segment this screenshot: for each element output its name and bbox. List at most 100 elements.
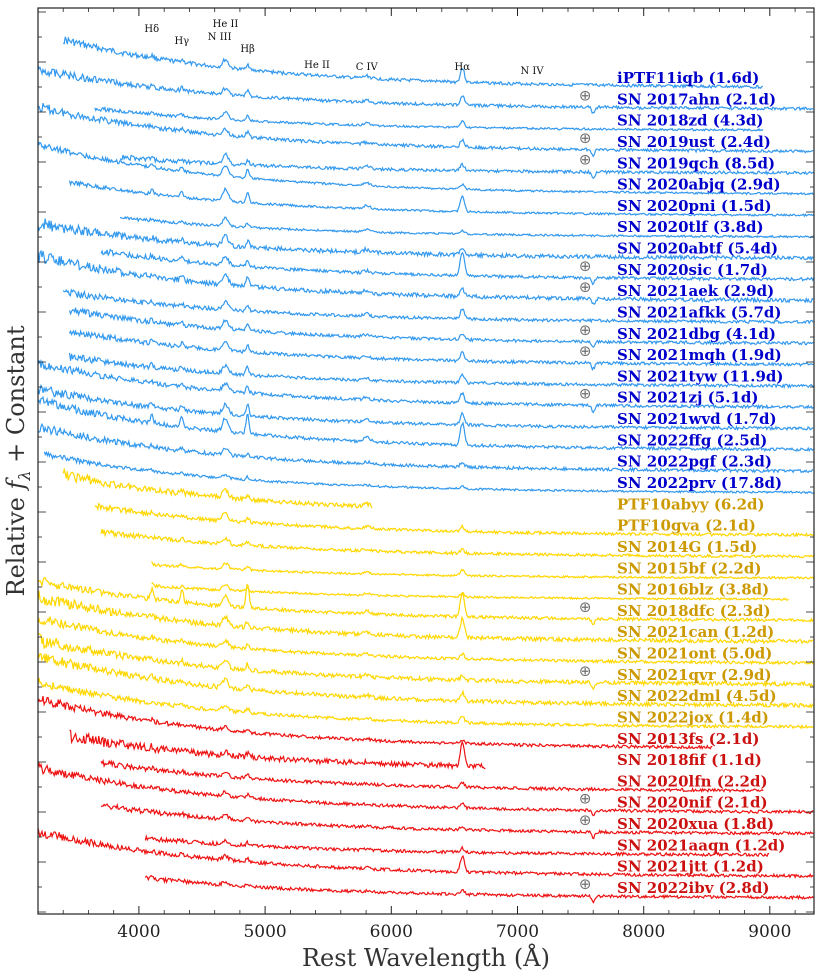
spectrum-line-sn-2021aaqn-1-2d [144, 834, 770, 858]
spectrum-label-sn-2019qch-8-5d: SN 2019qch (8.5d) [617, 154, 775, 172]
spectrum-line-sn-2020tlf-3-8d [119, 216, 814, 239]
spectrum-label-sn-2018zd-4-3d: SN 2018zd (4.3d) [617, 112, 764, 130]
telluric-marker-sn-2021aek-2-9d: ⊕ [579, 278, 592, 296]
line-id-h-6563: Hα [455, 62, 471, 73]
line-id-h-4861: Hβ [240, 44, 255, 55]
telluric-marker-sn-2020xua-1-8d: ⊕ [579, 811, 592, 829]
x-tick-label-6000: 6000 [370, 922, 413, 942]
spectrum-line-sn-2020xua-1-8d [100, 802, 814, 840]
spectrum-label-sn-2021aaqn-1-2d: SN 2021aaqn (1.2d) [617, 836, 785, 854]
spectrum-label-sn-2021ont-5-0d: SN 2021ont (5.0d) [617, 645, 772, 663]
spectrum-label-sn-2021dbg-4-1d: SN 2021dbg (4.1d) [617, 325, 776, 343]
telluric-marker-sn-2021zj-5-1d: ⊕ [579, 385, 592, 403]
spectrum-line-sn-2021dbg-4-1d [68, 306, 814, 348]
telluric-marker-sn-2019qch-8-5d: ⊕ [579, 150, 592, 168]
spectrum-label-sn-2022jox-1-4d: SN 2022jox (1.4d) [617, 709, 769, 727]
spectrum-label-sn-2017ahn-2-1d: SN 2017ahn (2.1d) [617, 90, 776, 108]
x-tick-label-4000: 4000 [117, 922, 160, 942]
spectrum-line-sn-2021jtt-1-2d [38, 827, 814, 879]
spectrum-label-sn-2021mqh-1-9d: SN 2021mqh (1.9d) [617, 346, 782, 364]
telluric-marker-sn-2020nif-2-1d: ⊕ [579, 790, 592, 808]
spectrum-line-sn-2021mqh-1-9d [68, 328, 814, 372]
spectrum-line-iptf11iqb-1-6d [62, 36, 764, 90]
spectrum-label-sn-2020lfn-2-2d: SN 2020lfn (2.2d) [617, 772, 768, 790]
spectrum-label-sn-2020pni-1-5d: SN 2020pni (1.5d) [617, 197, 772, 215]
telluric-layer: ⊕ ⊕ ⊕ ⊕ ⊕ ⊕ ⊕ ⊕ ⊕ ⊕ ⊕ ⊕ ⊕ [579, 86, 592, 893]
spectrum-label-sn-2018fif-1-1d: SN 2018fif (1.1d) [617, 751, 762, 769]
y-label-part-2: + Constant [2, 325, 30, 470]
line-id-he-ii-4686: He II [213, 19, 239, 30]
spectrum-line-sn-2020lfn-2-2d [100, 758, 764, 794]
spectrum-line-sn-2020sic-1-7d [100, 248, 814, 286]
telluric-marker-sn-2019ust-2-4d: ⊕ [579, 129, 592, 147]
spectrum-label-sn-2020tlf-3-8d: SN 2020tlf (3.8d) [617, 218, 764, 236]
spectrum-label-sn-2016blz-3-8d: SN 2016blz (3.8d) [617, 581, 769, 599]
telluric-marker-sn-2021dbg-4-1d: ⊕ [579, 321, 592, 339]
spectrum-label-sn-2022ibv-2-8d: SN 2022ibv (2.8d) [617, 879, 769, 897]
telluric-marker-sn-2022ibv-2-8d: ⊕ [579, 875, 592, 893]
spectrum-label-sn-2021zj-5-1d: SN 2021zj (5.1d) [617, 389, 758, 407]
spectrum-label-sn-2020abjq-2-9d: SN 2020abjq (2.9d) [617, 176, 781, 194]
x-axis-label: Rest Wavelength (Å) [302, 943, 550, 972]
spectrum-line-ptf10gva-2-1d [94, 502, 814, 538]
spectrum-line-sn-2020abjq-2-9d [38, 140, 814, 196]
y-axis-label: Relative fλ + Constant [2, 325, 34, 596]
y-label-part-1: Relative [2, 490, 30, 597]
spectrum-line-sn-2018dfc-2-3d [38, 577, 814, 626]
plot-frame [37, 7, 815, 915]
spectrum-label-sn-2013fs-2-1d: SN 2013fs (2.1d) [617, 730, 759, 748]
spectrum-line-sn-2021ont-5-0d [38, 616, 814, 666]
spectrum-label-sn-2022ffg-2-5d: SN 2022ffg (2.5d) [617, 431, 767, 449]
line-id-h-4102: Hδ [144, 24, 159, 35]
spectrum-label-sn-2020nif-2-1d: SN 2020nif (2.1d) [617, 794, 768, 812]
spectrum-line-sn-2022prv-17-8d [43, 450, 814, 495]
spectrum-line-sn-2022ffg-2-5d [38, 395, 814, 453]
spectrum-label-sn-2018dfc-2-3d: SN 2018dfc (2.3d) [617, 602, 771, 620]
y-label-lambda: λ [15, 471, 34, 482]
telluric-marker-sn-2021mqh-1-9d: ⊕ [579, 342, 592, 360]
spectrum-label-sn-2021aek-2-9d: SN 2021aek (2.9d) [617, 282, 774, 300]
x-tick-label-9000: 9000 [748, 922, 791, 942]
spectrum-label-sn-2020xua-1-8d: SN 2020xua (1.8d) [617, 815, 774, 833]
line-id-he-ii-5411: He II [304, 60, 330, 71]
spectrum-line-sn-2014g-1-5d [100, 528, 814, 559]
spectrum-line-sn-2013fs-2-1d [38, 695, 713, 751]
spectrum-label-sn-2021can-1-2d: SN 2021can (1.2d) [617, 623, 774, 641]
x-tick-label-7000: 7000 [496, 922, 539, 942]
spectrum-label-iptf11iqb-1-6d: iPTF11iqb (1.6d) [617, 69, 759, 87]
spectrum-label-sn-2020sic-1-7d: SN 2020sic (1.7d) [617, 261, 768, 279]
spectrum-line-sn-2015bf-2-2d [151, 561, 814, 580]
telluric-marker-sn-2018dfc-2-3d: ⊕ [579, 598, 592, 616]
spectrum-line-sn-2021zj-5-1d [38, 359, 814, 414]
spectrum-label-ptf10abyy-6-2d: PTF10abyy (6.2d) [617, 495, 765, 513]
spectrum-label-sn-2021qvr-2-9d: SN 2021qvr (2.9d) [617, 666, 772, 684]
spectrum-line-sn-2019qch-8-5d [119, 152, 814, 180]
line-id-layer: Hδ Hγ N III He II Hβ He II C IV Hα N IV [144, 19, 544, 77]
spectrum-label-sn-2022pgf-2-3d: SN 2022pgf (2.3d) [617, 453, 772, 471]
x-tick-label-8000: 8000 [622, 922, 665, 942]
axis-ticks: 4000 5000 6000 7000 8000 9000 [38, 8, 814, 942]
spectrum-label-sn-2022dml-4-5d: SN 2022dml (4.5d) [617, 687, 777, 705]
spectrum-label-sn-2021tyw-11-9d: SN 2021tyw (11.9d) [617, 367, 784, 385]
spectrum-line-sn-2021aek-2-9d [38, 249, 814, 306]
spectrum-line-sn-2020pni-1-5d [68, 180, 814, 218]
spectrum-line-sn-2020nif-2-1d [38, 761, 814, 817]
spectrum-label-sn-2015bf-2-2d: SN 2015bf (2.2d) [617, 559, 761, 577]
spectrum-line-ptf10abyy-6-2d [62, 467, 373, 510]
spectrum-line-sn-2022ibv-2-8d [144, 874, 814, 904]
telluric-marker-sn-2017ahn-2-1d: ⊕ [579, 86, 592, 104]
spectrum-line-sn-2021can-1-2d [38, 590, 814, 645]
line-id-h-4340: Hγ [174, 36, 189, 47]
spectra-layer [38, 36, 814, 904]
spectrum-line-sn-2021tyw-11-9d [68, 352, 814, 389]
spectrum-line-sn-2019ust-2-4d [38, 102, 814, 158]
spectrum-label-sn-2021afkk-5-7d: SN 2021afkk (5.7d) [617, 304, 781, 322]
spectrum-label-layer: iPTF11iqb (1.6d) SN 2017ahn (2.1d) SN 2018… [617, 69, 785, 897]
spectrum-label-sn-2019ust-2-4d: SN 2019ust (2.4d) [617, 133, 771, 151]
spectrum-line-sn-2021afkk-5-7d [62, 288, 814, 325]
spectrum-label-sn-2022prv-17-8d: SN 2022prv (17.8d) [617, 474, 782, 492]
spectrum-label-ptf10gva-2-1d: PTF10gva (2.1d) [617, 517, 756, 535]
line-id-c-iv-5805: C IV [356, 62, 379, 73]
spectrum-line-sn-2017ahn-2-1d [38, 65, 814, 115]
